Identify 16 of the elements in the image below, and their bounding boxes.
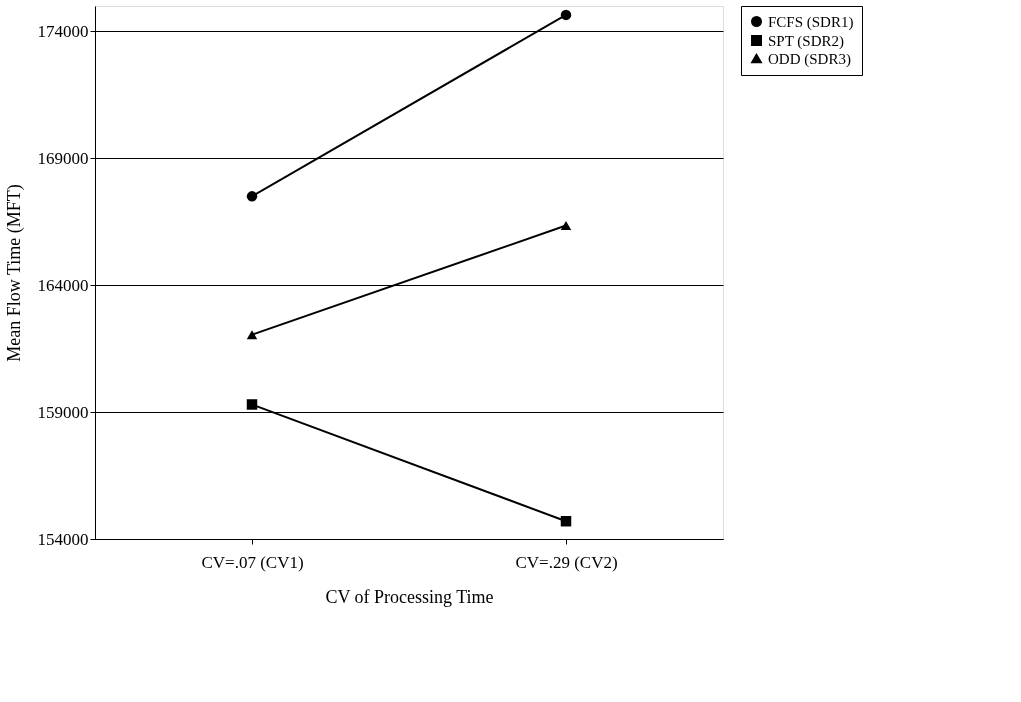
y-tick-label: 164000: [37, 275, 89, 295]
y-tick-label: 159000: [37, 402, 89, 422]
point: [246, 399, 258, 410]
point: [560, 515, 572, 527]
point: [560, 9, 572, 21]
point: [246, 191, 258, 202]
y-tick-label: 174000: [37, 21, 89, 41]
x-tick-label: CV=.07 (CV1): [201, 552, 304, 572]
x-tick-label: CV=.29 (CV2): [515, 552, 618, 572]
legend-label: FCFS (SDR1): [768, 13, 854, 31]
y-axis-title: Mean Flow Time (MFT): [3, 184, 25, 362]
legend-label: ODD (SDR3): [768, 50, 851, 68]
legend-label: SPT (SDR2): [768, 32, 844, 50]
y-tick-label: 169000: [37, 148, 89, 168]
x-axis-title: CV of Processing Time: [325, 586, 494, 607]
y-tick-label: 154000: [37, 529, 89, 549]
